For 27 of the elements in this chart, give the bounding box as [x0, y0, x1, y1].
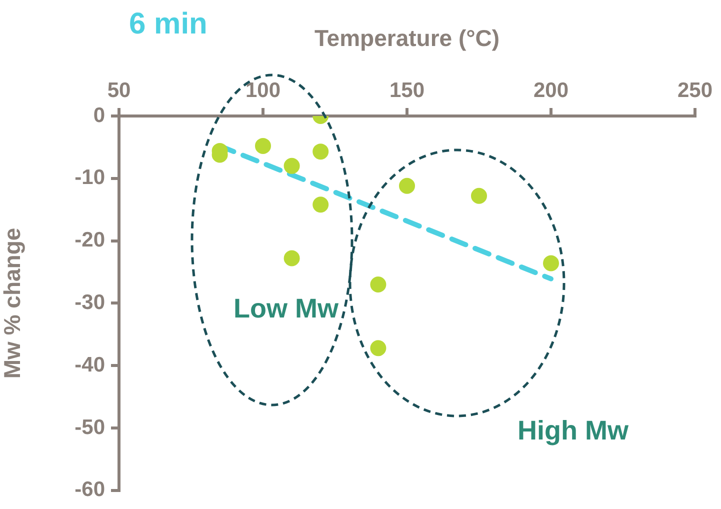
point	[312, 144, 329, 160]
chart-title: 6 min	[129, 7, 208, 40]
x-tick-label: 200	[533, 79, 569, 102]
x-axis-title: Temperature (°C)	[314, 25, 500, 52]
point	[543, 255, 559, 272]
y-tick-label: -60	[74, 478, 105, 502]
y-tick-label: -30	[74, 290, 105, 314]
point	[370, 276, 386, 292]
x-tick-label: 250	[677, 79, 713, 102]
point	[255, 138, 271, 154]
y-tick-label: -10	[74, 166, 105, 190]
annotation: High Mw	[518, 415, 630, 446]
point	[399, 178, 415, 194]
x-tick-label: 100	[245, 79, 281, 102]
y-tick-label: -50	[74, 416, 105, 439]
point	[471, 188, 487, 204]
annotation: Low Mw	[234, 293, 340, 324]
x-tick-label: 150	[389, 79, 425, 102]
point	[284, 158, 300, 174]
point	[312, 196, 329, 213]
y-axis-title: Mw % change	[0, 228, 26, 379]
y-tick-label: 0	[93, 104, 105, 127]
y-tick-label: -40	[74, 353, 105, 376]
y-tick-label: -20	[74, 228, 105, 252]
point	[284, 250, 300, 266]
point	[370, 340, 386, 356]
x-tick-label: 50	[107, 79, 131, 102]
